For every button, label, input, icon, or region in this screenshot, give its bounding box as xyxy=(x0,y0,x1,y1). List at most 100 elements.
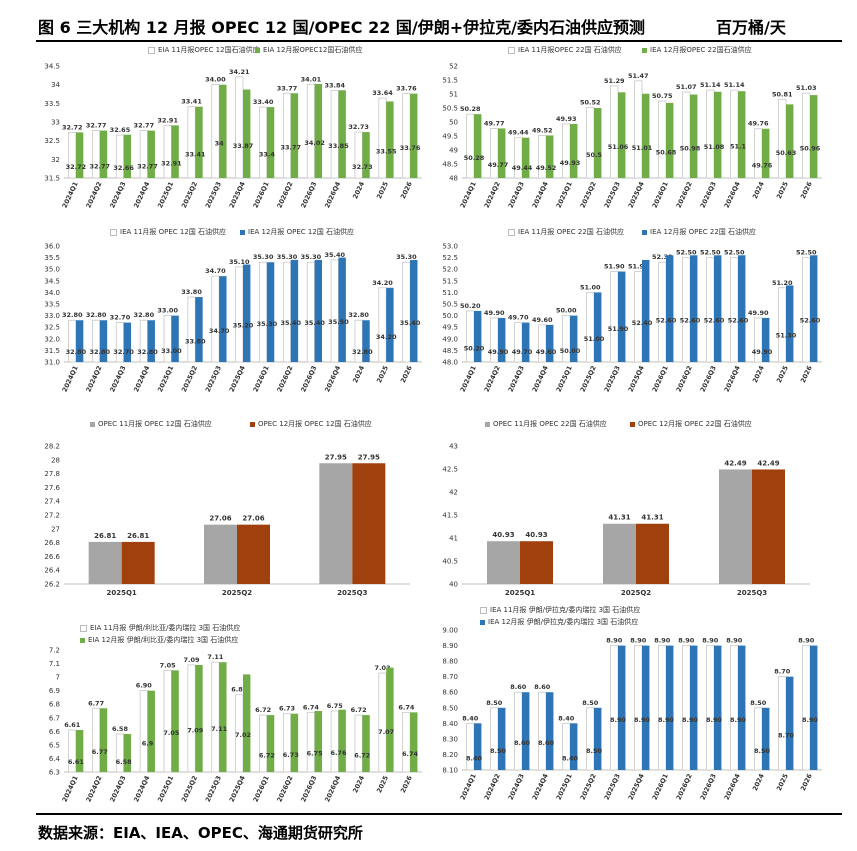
chart-legend: IEA 11月报 OPEC 22国 石油供应 IEA 12月报 OPEC 22国 … xyxy=(430,228,830,240)
legend-item: IEA 12月报 OPEC 12国 石油供应 xyxy=(240,228,354,237)
x-tick-label: 2025 xyxy=(775,364,790,384)
data-label: 50.81 xyxy=(772,90,793,98)
y-tick-label: 26.2 xyxy=(44,581,60,589)
y-tick-label: 6.8 xyxy=(49,701,60,709)
bar xyxy=(259,106,268,179)
x-tick-label: 2024Q2 xyxy=(483,180,502,209)
legend-label: IEA 11月报 OPEC 12国 石油供应 xyxy=(120,228,227,236)
data-label: 7.11 xyxy=(207,653,224,661)
bar xyxy=(498,317,506,362)
y-tick-label: 8.90 xyxy=(442,642,458,650)
data-label: 8.90 xyxy=(706,716,723,724)
y-tick-label: 8.20 xyxy=(442,751,458,759)
y-tick-label: 48.0 xyxy=(442,359,458,367)
data-label: 35.40 xyxy=(280,319,301,327)
data-label: 51.00 xyxy=(580,283,601,291)
bar xyxy=(538,691,547,771)
bar xyxy=(658,645,667,771)
bar xyxy=(562,722,571,771)
data-label: 32.77 xyxy=(86,122,107,130)
data-label: 52.60 xyxy=(656,317,677,325)
bar xyxy=(402,261,411,363)
chart-svg: 40 40.5 41 41.5 42 42.5 43 40.93 40.93 2025Q1 41.3… xyxy=(442,443,810,597)
data-label: 49.90 xyxy=(752,348,773,356)
data-label: 50.75 xyxy=(652,92,673,100)
data-label: 7.07 xyxy=(378,728,394,736)
bar xyxy=(520,541,553,584)
bar xyxy=(187,296,196,363)
y-tick-label: 8.70 xyxy=(442,673,458,681)
bar xyxy=(211,84,220,179)
data-label: 35.40 xyxy=(400,319,421,327)
data-label: 7.09 xyxy=(184,656,201,664)
bar xyxy=(147,130,155,178)
legend-label: IEA 12月报 OPEC 12国 石油供应 xyxy=(248,228,355,236)
chart-legend: EIA 11月报OPEC 12国石油供应 EIA 12月报OPEC12国石油供应 xyxy=(30,46,430,58)
legend-item: OPEC 11月报 OPEC 12国 石油供应 xyxy=(90,420,212,429)
bar xyxy=(386,287,394,362)
data-label: 8.50 xyxy=(582,699,599,707)
y-tick-label: 8.30 xyxy=(442,735,458,743)
data-label: 51.01 xyxy=(632,144,653,152)
bar xyxy=(290,713,299,772)
x-tick-label: 2024 xyxy=(751,180,766,200)
x-tick-label: 2025Q2 xyxy=(579,364,598,393)
data-label: 34.00 xyxy=(205,76,226,84)
data-label: 50.28 xyxy=(460,105,481,113)
bar xyxy=(730,645,739,771)
bar xyxy=(490,707,499,771)
data-label: 50.5 xyxy=(586,151,603,159)
x-tick-label: 2026Q3 xyxy=(699,180,718,209)
bar xyxy=(266,107,275,178)
legend-label: IEA 12月报OPEC 22国石油供应 xyxy=(650,46,752,54)
data-label: 49.93 xyxy=(556,115,577,123)
legend-swatch xyxy=(250,422,255,427)
data-label: 51.1 xyxy=(730,143,747,151)
bar xyxy=(730,89,739,179)
legend-swatch xyxy=(148,47,155,54)
legend-label: OPEC 12月报 OPEC 12国 石油供应 xyxy=(258,420,372,428)
bar xyxy=(634,80,643,179)
data-label: 6.75 xyxy=(327,702,344,710)
y-tick-label: 51 xyxy=(449,91,458,99)
data-label: 35.30 xyxy=(253,253,274,261)
x-tick-label: 2024 xyxy=(351,774,366,794)
x-tick-label: 2025Q3 xyxy=(603,364,622,393)
bar xyxy=(586,707,595,771)
x-tick-label: 2025Q4 xyxy=(228,364,247,393)
y-tick-label: 50.5 xyxy=(442,301,458,309)
bar xyxy=(546,324,554,362)
x-tick-label: 2024 xyxy=(751,772,766,792)
x-tick-label: 2025 xyxy=(775,180,790,200)
bar xyxy=(410,259,418,362)
chart-svg: 48 48.5 49 49.5 50 50.5 51 51.5 52 50.28 50.28 2024… xyxy=(442,63,822,209)
x-tick-label: 2025 xyxy=(375,364,390,384)
bar xyxy=(786,285,794,362)
data-label: 27.95 xyxy=(325,453,347,461)
x-tick-label: 2024Q3 xyxy=(507,364,526,393)
data-label: 50.28 xyxy=(464,154,485,162)
data-label: 35.30 xyxy=(396,253,417,261)
x-tick-label: 2024 xyxy=(751,364,766,384)
bar xyxy=(514,691,523,771)
bar xyxy=(634,645,643,771)
chart-legend: EIA 11月报 伊朗/利比亚/委内瑞拉 3国 石油供应 EIA 12月报 伊朗/… xyxy=(80,624,240,648)
data-label: 32.66 xyxy=(113,164,134,172)
x-tick-label: 2024Q3 xyxy=(108,180,127,209)
bar xyxy=(92,130,101,179)
data-label: 35.30 xyxy=(257,320,278,328)
data-label: 8.90 xyxy=(798,637,815,645)
bar xyxy=(204,524,237,584)
bar xyxy=(171,315,179,362)
data-label: 33.40 xyxy=(253,98,274,106)
legend-label: IEA 11月报OPEC 22国 石油供应 xyxy=(518,46,622,54)
bar xyxy=(690,94,698,178)
y-tick-label: 6.5 xyxy=(49,741,60,749)
bar xyxy=(466,113,475,179)
data-label: 32.72 xyxy=(66,163,87,171)
legend-item: IEA 11月报 OPEC 22国 石油供应 xyxy=(508,228,624,237)
bar xyxy=(786,104,794,178)
y-tick-label: 52 xyxy=(449,63,458,71)
y-tick-label: 50 xyxy=(449,119,458,127)
bar xyxy=(237,524,270,584)
